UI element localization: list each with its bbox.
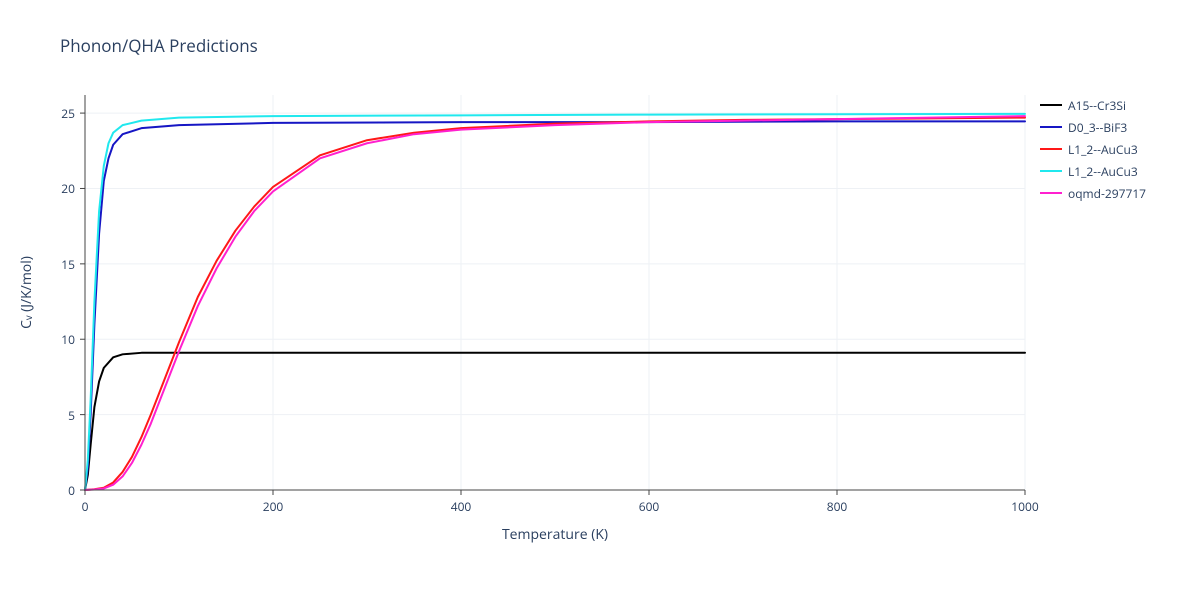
legend-item[interactable]: L1_2--AuCu3 <box>1040 140 1146 158</box>
series-line[interactable] <box>85 118 1025 490</box>
chart-container: { "chart": { "type": "line", "title": "P… <box>0 0 1200 600</box>
y-tick-label: 0 <box>45 482 75 499</box>
plot-svg <box>85 95 1025 490</box>
legend-label: oqmd-297717 <box>1068 185 1146 202</box>
x-axis-label: Temperature (K) <box>85 525 1025 544</box>
series-line[interactable] <box>85 121 1025 490</box>
legend-label: A15--Cr3Si <box>1068 97 1126 114</box>
legend-item[interactable]: L1_2--AuCu3 <box>1040 162 1146 180</box>
x-tick-label: 600 <box>629 498 669 515</box>
legend-swatch <box>1040 170 1062 172</box>
plot-area[interactable] <box>85 95 1025 490</box>
y-tick-label: 5 <box>45 407 75 424</box>
y-tick-label: 10 <box>45 331 75 348</box>
y-tick-label: 20 <box>45 180 75 197</box>
legend-label: L1_2--AuCu3 <box>1068 163 1138 180</box>
legend-label: L1_2--AuCu3 <box>1068 141 1138 158</box>
x-tick-label: 1000 <box>1005 498 1045 515</box>
x-tick-label: 0 <box>65 498 105 515</box>
series-line[interactable] <box>85 114 1025 490</box>
series-line[interactable] <box>85 116 1025 490</box>
y-axis-label: Cᵥ (J/K/mol) <box>16 95 36 490</box>
y-axis-label-text: Cᵥ (J/K/mol) <box>17 256 36 329</box>
legend-item[interactable]: A15--Cr3Si <box>1040 96 1146 114</box>
legend-label: D0_3--BiF3 <box>1068 119 1127 136</box>
y-tick-label: 25 <box>45 105 75 122</box>
legend-swatch <box>1040 104 1062 106</box>
series-line[interactable] <box>85 353 1025 490</box>
legend: A15--Cr3Si D0_3--BiF3 L1_2--AuCu3 L1_2--AuC… <box>1040 96 1146 206</box>
y-tick-label: 15 <box>45 256 75 273</box>
x-tick-label: 400 <box>441 498 481 515</box>
legend-item[interactable]: D0_3--BiF3 <box>1040 118 1146 136</box>
x-tick-label: 200 <box>253 498 293 515</box>
legend-swatch <box>1040 192 1062 194</box>
x-tick-label: 800 <box>817 498 857 515</box>
legend-swatch <box>1040 148 1062 150</box>
legend-item[interactable]: oqmd-297717 <box>1040 184 1146 202</box>
legend-swatch <box>1040 126 1062 128</box>
chart-title: Phonon/QHA Predictions <box>60 34 258 57</box>
